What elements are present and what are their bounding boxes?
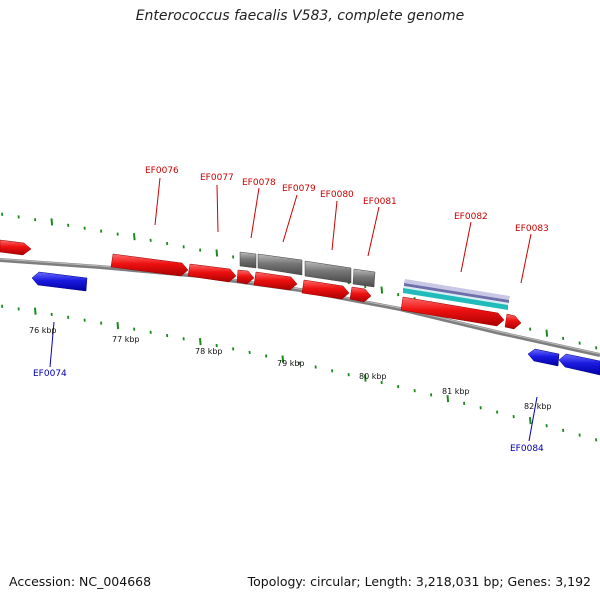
scale-label: 78 kbp (195, 347, 223, 356)
major-tick (529, 417, 532, 425)
gene-label-ef0081[interactable]: EF0081 (363, 197, 397, 207)
gene-arrow[interactable] (504, 313, 522, 330)
label-leader-lines-reverse (49, 321, 538, 442)
gene-arrow[interactable] (253, 271, 298, 291)
gene-arrow[interactable] (31, 271, 88, 292)
leader-ef0082 (460, 221, 472, 273)
major-tick (281, 355, 285, 363)
ef0082-feature[interactable] (403, 279, 510, 310)
stripe-purple (404, 283, 509, 303)
major-tick (34, 307, 37, 315)
leader-ef0076 (154, 177, 161, 226)
major-tick (380, 286, 384, 294)
stripe-lavender (404, 279, 510, 300)
gene-arrow[interactable] (0, 239, 32, 256)
leader-ef0079 (282, 194, 298, 243)
scale-label: 79 kbp (277, 359, 305, 368)
gene-arrow[interactable] (301, 279, 350, 300)
scale-label: 76 kbp (29, 326, 57, 335)
genome-backbone (0, 258, 600, 357)
label-leader-lines (154, 177, 532, 284)
leader-ef0083 (520, 233, 532, 284)
leader-ef0077 (216, 184, 219, 233)
leader-ef0080 (331, 200, 338, 251)
major-tick (446, 395, 450, 403)
gene-label-ef0082[interactable]: EF0082 (454, 212, 488, 222)
major-tick (116, 322, 120, 330)
gene-labels: EF0074 EF0076 EF0077 EF0078 EF0079 EF008… (33, 166, 549, 454)
accession-text: Accession: NC_004668 (9, 574, 152, 589)
forward-genes-lower (0, 239, 522, 330)
gene-arrow[interactable] (349, 286, 372, 303)
major-tick (215, 249, 219, 257)
gene-arrow[interactable] (236, 269, 255, 285)
feature-block[interactable] (257, 253, 303, 276)
major-tick (133, 233, 136, 241)
stripe-cyan (403, 288, 508, 310)
major-tick (364, 374, 367, 382)
scale-labels: 76 kbp 77 kbp 78 kbp 79 kbp 80 kbp 81 kb… (29, 326, 552, 411)
gene-label-ef0077[interactable]: EF0077 (200, 173, 234, 183)
gene-label-ef0076[interactable]: EF0076 (145, 166, 179, 176)
stripe-light (403, 286, 509, 305)
gene-label-ef0080[interactable]: EF0080 (320, 190, 354, 200)
gray-features (239, 251, 376, 288)
major-tick (50, 218, 54, 226)
scale-label: 81 kbp (442, 387, 470, 396)
gene-label-ef0074[interactable]: EF0074 (33, 369, 67, 379)
gene-arrow[interactable] (400, 296, 505, 327)
gene-arrow[interactable] (527, 348, 560, 367)
reverse-genes (31, 271, 600, 376)
genome-title: Enterococcus faecalis V583, complete gen… (135, 8, 465, 24)
gene-label-ef0079[interactable]: EF0079 (282, 184, 316, 194)
gene-arrow[interactable] (558, 353, 600, 376)
gene-arrow[interactable] (187, 263, 237, 283)
leader-ef0081 (367, 206, 380, 257)
leader-ef0078 (250, 187, 260, 239)
gene-label-ef0083[interactable]: EF0083 (515, 224, 549, 234)
topology-summary: Topology: circular; Length: 3,218,031 bp… (247, 574, 591, 589)
scale-label: 80 kbp (359, 372, 387, 381)
feature-block[interactable] (239, 251, 257, 269)
scale-label: 77 kbp (112, 335, 140, 344)
leader-ef0074 (49, 321, 55, 368)
gene-label-ef0078[interactable]: EF0078 (242, 178, 276, 188)
major-tick (199, 338, 202, 346)
gene-arrow[interactable] (110, 253, 189, 277)
feature-block[interactable] (304, 260, 352, 284)
feature-block[interactable] (352, 268, 376, 288)
genome-backbone-highlight (0, 258, 600, 355)
major-tick (545, 329, 549, 337)
leader-ef0084 (528, 396, 538, 442)
gene-label-ef0084[interactable]: EF0084 (510, 444, 544, 454)
scale-label: 82 kbp (524, 402, 552, 411)
